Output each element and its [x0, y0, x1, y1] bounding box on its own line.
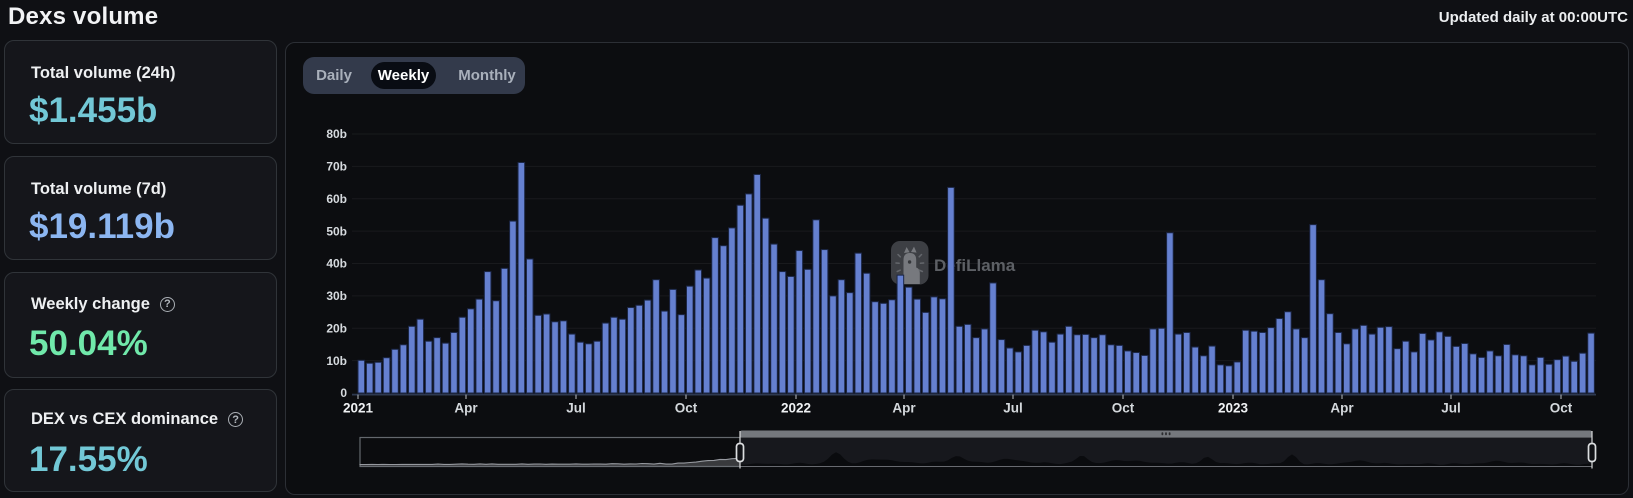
svg-text:Oct: Oct: [1112, 401, 1135, 416]
svg-text:Oct: Oct: [675, 401, 698, 416]
svg-text:Jul: Jul: [1003, 401, 1023, 416]
svg-text:40b: 40b: [326, 257, 347, 271]
svg-text:Apr: Apr: [892, 401, 916, 416]
svg-text:2022: 2022: [781, 401, 811, 416]
svg-text:DefiLlama: DefiLlama: [934, 256, 1016, 275]
svg-text:30b: 30b: [326, 289, 347, 303]
svg-text:Apr: Apr: [1330, 401, 1354, 416]
svg-text:50b: 50b: [326, 224, 347, 238]
svg-text:70b: 70b: [326, 160, 347, 174]
svg-text:2023: 2023: [1218, 401, 1249, 416]
svg-text:2021: 2021: [343, 401, 374, 416]
svg-text:0: 0: [340, 386, 347, 400]
svg-text:60b: 60b: [326, 192, 347, 206]
svg-text:Jul: Jul: [566, 401, 586, 416]
svg-text:10b: 10b: [326, 354, 347, 368]
svg-text:20b: 20b: [326, 321, 347, 335]
svg-text:Jul: Jul: [1441, 401, 1461, 416]
svg-text:80b: 80b: [326, 127, 347, 141]
svg-text:Oct: Oct: [1550, 401, 1573, 416]
svg-text:Apr: Apr: [454, 401, 478, 416]
